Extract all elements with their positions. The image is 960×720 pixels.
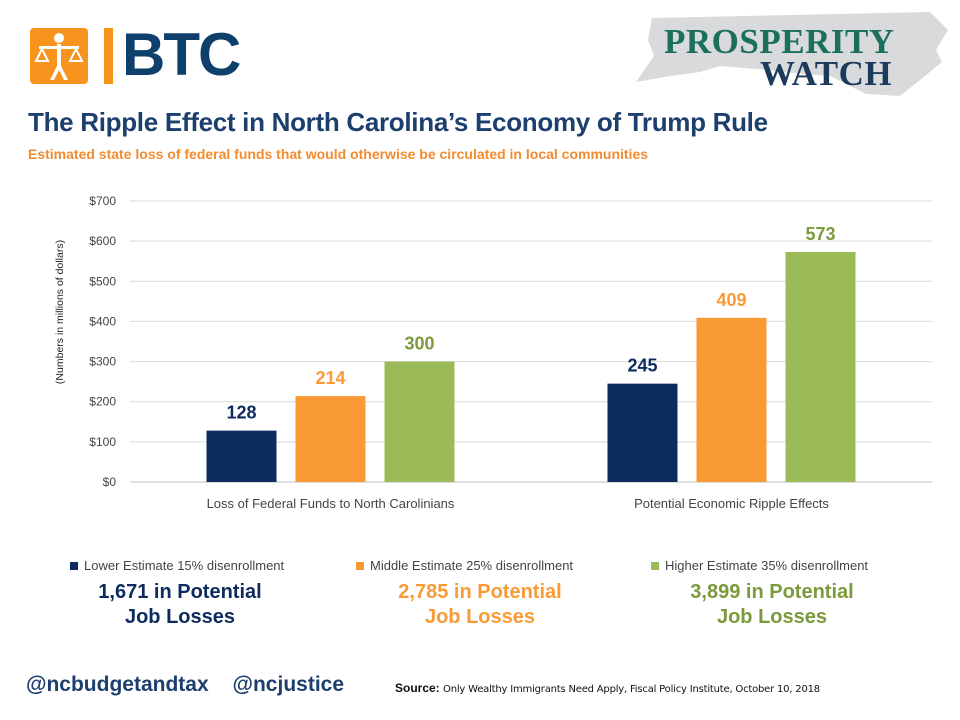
- prosperity-text: PROSPERITY: [664, 22, 895, 61]
- legend-item-lower: Lower Estimate 15% disenrollment: [70, 558, 284, 573]
- data-labels: 128 214 300 245 409 573: [226, 224, 835, 423]
- bar-value-label: 128: [226, 403, 256, 423]
- y-axis-ticks: $0 $100 $200 $300 $400 $500 $600 $700: [89, 194, 116, 489]
- prosperity-watch-logo: PROSPERITY WATCH: [630, 10, 950, 100]
- y-tick-label: $300: [89, 355, 116, 369]
- legend-label-lower: Lower Estimate 15% disenrollment: [84, 558, 285, 573]
- scales-person-icon: [30, 28, 88, 84]
- y-tick-label: $500: [89, 274, 116, 288]
- twitter-handle-ncbudgetandtax[interactable]: @ncbudgetandtax: [26, 673, 209, 696]
- twitter-handle-ncjustice[interactable]: @ncjustice: [232, 673, 345, 696]
- bar-value-label: 573: [805, 224, 835, 244]
- legend-label-higher: Higher Estimate 35% disenrollment: [665, 558, 869, 573]
- job-losses-middle-line1: 2,785 in Potential: [398, 581, 562, 603]
- btc-logo-text: BTC: [122, 21, 241, 88]
- legend-item-higher: Higher Estimate 35% disenrollment: [651, 558, 868, 573]
- y-tick-label: $600: [89, 234, 116, 248]
- job-losses-middle: 2,785 in Potential Job Losses: [360, 580, 600, 630]
- bar-value-label: 245: [627, 356, 657, 376]
- job-losses-higher-line2: Job Losses: [716, 606, 828, 628]
- legend-swatch-higher: [651, 561, 659, 570]
- watch-text: WATCH: [760, 54, 893, 93]
- legend-swatch-middle: [356, 561, 364, 570]
- page-title: The Ripple Effect in North Carolina’s Ec…: [28, 107, 768, 137]
- logo-divider: [104, 28, 113, 84]
- bar: [607, 383, 678, 482]
- legend-swatch-lower: [70, 561, 78, 570]
- job-losses-higher-line1: 3,899 in Potential: [690, 581, 854, 603]
- north-carolina-map-icon: [636, 12, 948, 96]
- y-tick-label: $0: [103, 475, 117, 489]
- y-tick-label: $100: [89, 435, 116, 449]
- bar-value-label: 214: [315, 368, 345, 388]
- x-category-label: Loss of Federal Funds to North Carolinia…: [207, 496, 455, 511]
- bar-chart: $0 $100 $200 $300 $400 $500 $600 $700 128 214 300…: [54, 194, 932, 511]
- job-losses-lower-line1: 1,671 in Potential: [98, 581, 262, 603]
- source-label: Source:: [395, 681, 440, 695]
- social-handles: @ncbudgetandtax @ncjustice: [26, 673, 344, 697]
- bar-value-label: 300: [404, 334, 434, 354]
- x-category-label: Potential Economic Ripple Effects: [634, 496, 829, 511]
- x-axis-categories: Loss of Federal Funds to North Carolinia…: [207, 496, 830, 511]
- bar: [295, 396, 366, 482]
- bar: [206, 430, 277, 482]
- source-text: Only Wealthy Immigrants Need Apply, Fisc…: [443, 684, 820, 695]
- job-losses-higher: 3,899 in Potential Job Losses: [652, 580, 892, 630]
- bars: [206, 251, 856, 482]
- bar-value-label: 409: [716, 290, 746, 310]
- y-tick-label: $200: [89, 395, 116, 409]
- btc-logo: BTC: [30, 22, 241, 88]
- bar: [384, 361, 455, 482]
- source-note: Source: Only Wealthy Immigrants Need App…: [395, 681, 820, 695]
- legend-label-middle: Middle Estimate 25% disenrollment: [370, 558, 574, 573]
- legend-item-middle: Middle Estimate 25% disenrollment: [356, 558, 573, 573]
- job-losses-lower-line2: Job Losses: [124, 606, 236, 628]
- page-subtitle: Estimated state loss of federal funds th…: [28, 146, 649, 162]
- y-tick-label: $400: [89, 314, 116, 328]
- y-axis-label: (Numbers in millions of dollars): [54, 240, 66, 384]
- bar: [785, 251, 856, 482]
- y-tick-label: $700: [89, 194, 116, 208]
- job-losses-middle-line2: Job Losses: [424, 606, 536, 628]
- job-losses-lower: 1,671 in Potential Job Losses: [60, 580, 300, 630]
- bar: [696, 317, 767, 482]
